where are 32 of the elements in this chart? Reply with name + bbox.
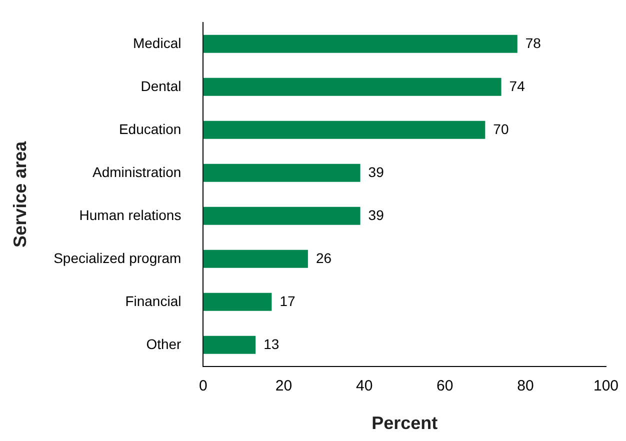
- y-tick-label: Education: [118, 120, 182, 137]
- data-label: 39: [368, 206, 384, 223]
- x-tick-label: 100: [593, 378, 619, 395]
- y-tick-label: Medical: [132, 34, 182, 51]
- y-tick-label: Dental: [140, 78, 182, 94]
- x-tick-label: 60: [436, 378, 454, 395]
- bar: [203, 120, 486, 139]
- y-tick-label: Financial: [125, 292, 182, 309]
- data-label: 39: [368, 164, 384, 180]
- data-label: 17: [280, 292, 296, 309]
- bar: [203, 206, 360, 225]
- bar: [203, 34, 518, 53]
- data-label: 70: [493, 120, 509, 137]
- y-tick-label: Human relations: [79, 206, 182, 223]
- bar: [203, 250, 308, 268]
- x-tick-label: 80: [517, 378, 534, 395]
- bar: [203, 78, 502, 96]
- bar: [203, 164, 360, 182]
- bar: [203, 292, 272, 311]
- data-label: 78: [525, 34, 542, 51]
- x-tick-label: 40: [356, 378, 373, 395]
- data-label: 26: [316, 250, 332, 266]
- bar: [203, 336, 256, 354]
- y-tick-label: Specialized program: [54, 250, 182, 266]
- y-tick-label: Other: [146, 336, 182, 352]
- data-label: 74: [509, 78, 526, 94]
- data-label: 13: [264, 336, 280, 352]
- x-tick-label: 0: [199, 378, 208, 395]
- y-tick-label: Administration: [92, 164, 182, 180]
- x-tick-label: 20: [275, 378, 292, 395]
- x-axis-title: Percent: [372, 413, 438, 434]
- y-axis-title: Service area: [10, 140, 30, 248]
